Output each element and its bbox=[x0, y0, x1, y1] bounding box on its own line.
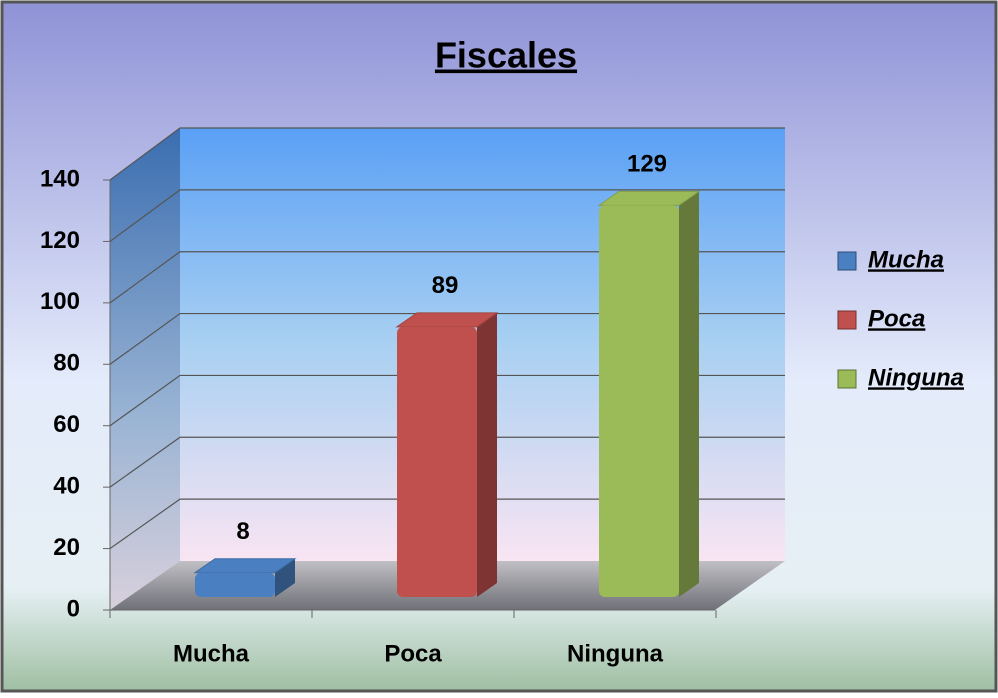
y-tick-label: 140 bbox=[40, 165, 80, 192]
bar-side bbox=[275, 558, 295, 597]
legend-swatch bbox=[837, 251, 857, 271]
bar bbox=[195, 572, 275, 597]
y-tick-label: 40 bbox=[53, 472, 80, 499]
value-label: 129 bbox=[627, 151, 667, 178]
y-tick-label: 80 bbox=[53, 350, 80, 377]
bar bbox=[397, 326, 477, 597]
grid-line bbox=[109, 251, 785, 304]
value-label: 8 bbox=[236, 518, 249, 545]
grid-line bbox=[109, 312, 785, 365]
legend-swatch bbox=[837, 369, 857, 389]
side-wall bbox=[110, 128, 180, 610]
bar bbox=[599, 205, 679, 597]
x-tick-label: Poca bbox=[384, 640, 442, 667]
bar-side bbox=[679, 191, 699, 597]
y-tick-label: 120 bbox=[40, 227, 80, 254]
legend-label: Poca bbox=[868, 305, 925, 332]
legend-label: Mucha bbox=[868, 246, 944, 273]
legend-swatch bbox=[837, 310, 857, 330]
grid-line bbox=[109, 436, 785, 488]
grid-line bbox=[109, 374, 785, 427]
y-tick-label: 20 bbox=[53, 534, 80, 561]
bar-side bbox=[477, 312, 497, 597]
value-label: 89 bbox=[432, 272, 459, 299]
legend-label: Ninguna bbox=[868, 364, 964, 391]
x-tick-label: Ninguna bbox=[567, 640, 664, 667]
y-tick-label: 60 bbox=[53, 411, 80, 438]
x-tick-label: Mucha bbox=[173, 640, 250, 667]
grid-line bbox=[109, 189, 785, 242]
y-tick-label: 100 bbox=[40, 288, 80, 315]
chart-title: Fiscales bbox=[435, 35, 577, 76]
grid-line bbox=[109, 498, 785, 550]
grid-line bbox=[109, 127, 785, 181]
y-tick-label: 0 bbox=[67, 595, 80, 622]
